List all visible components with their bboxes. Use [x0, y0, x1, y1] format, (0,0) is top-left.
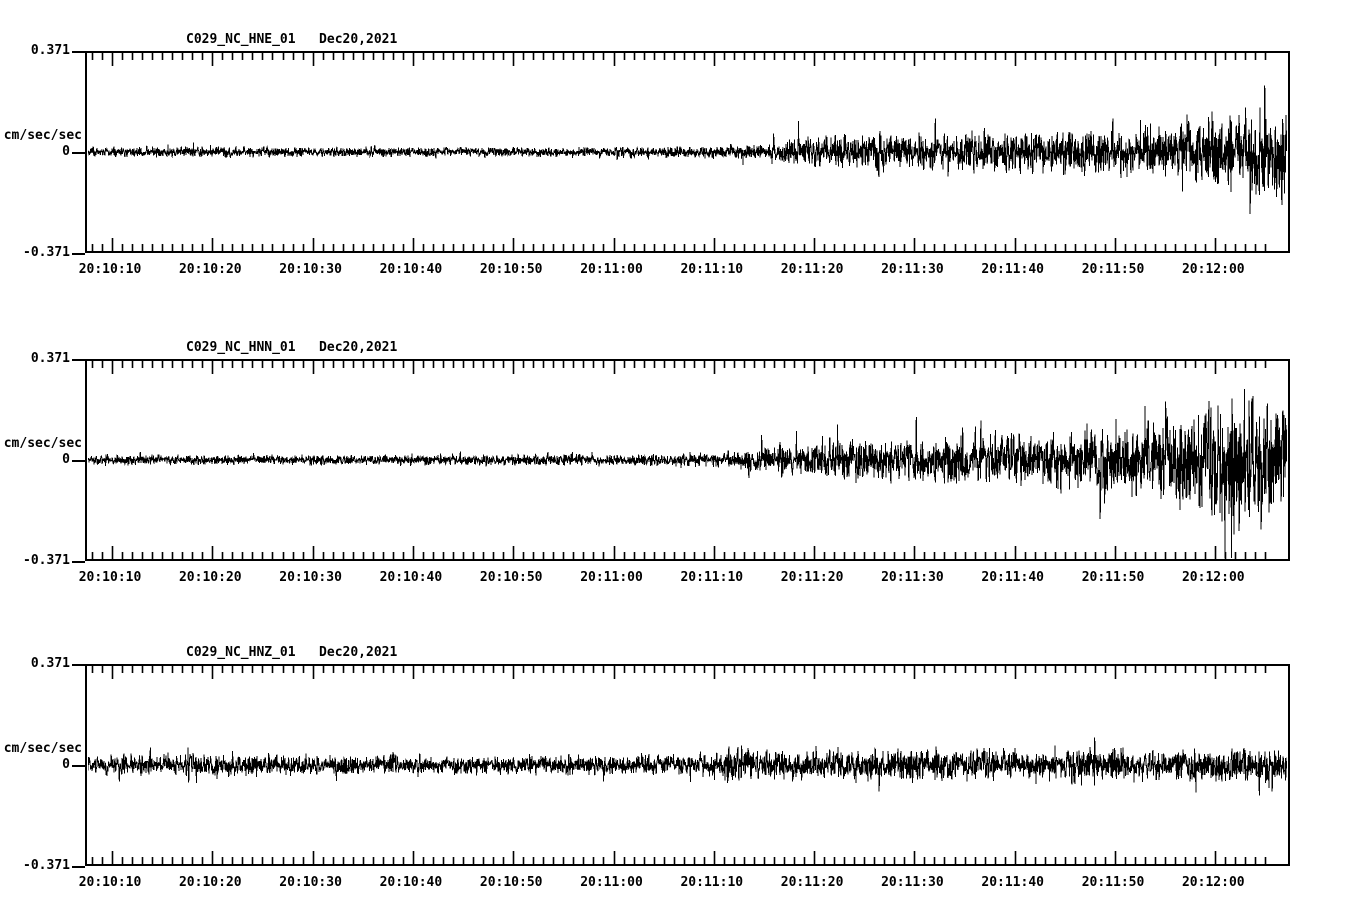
x-tick-label: 20:11:10: [680, 570, 744, 585]
x-tick-label: 20:11:10: [680, 875, 744, 890]
x-tick-label: 20:10:20: [178, 570, 242, 585]
y-tick-label: -0.371: [23, 245, 70, 260]
x-tick-label: 20:11:50: [1081, 570, 1145, 585]
x-tick-label: 20:11:50: [1081, 262, 1145, 277]
x-tick-label: 20:11:50: [1081, 875, 1145, 890]
x-tick-label: 20:11:30: [881, 262, 944, 277]
x-tick-label: 20:11:40: [981, 262, 1044, 277]
panel-title: C029_NC_HNE_01 Dec20,2021: [186, 32, 398, 47]
waveform-trace: [88, 85, 1287, 214]
y-tick-label: 0.371: [30, 656, 70, 671]
x-tick-label: 20:10:50: [479, 570, 543, 585]
x-tick-label: 20:12:00: [1181, 570, 1245, 585]
x-tick-label: 20:11:20: [780, 262, 844, 277]
x-tick-label: 20:10:40: [379, 570, 443, 585]
x-tick-label: 20:11:00: [580, 570, 643, 585]
x-tick-label: 20:10:10: [78, 570, 142, 585]
x-tick-label: 20:10:40: [379, 875, 443, 890]
y-tick-label: 0: [62, 452, 70, 467]
x-tick-label: 20:11:10: [680, 262, 744, 277]
y-tick-label: -0.371: [23, 858, 70, 873]
y-tick-mark: [72, 561, 85, 563]
x-tick-label: 20:11:40: [981, 875, 1044, 890]
y-tick-mark: [72, 359, 85, 361]
x-tick-label: 20:10:10: [78, 875, 142, 890]
x-tick-label: 20:10:10: [78, 262, 142, 277]
y-tick-mark: [72, 460, 85, 462]
x-tick-label: 20:10:30: [279, 570, 342, 585]
y-tick-mark: [72, 765, 85, 767]
x-tick-label: 20:10:30: [279, 262, 342, 277]
y-tick-label: 0: [62, 757, 70, 772]
y-axis-unit-label: cm/sec/sec: [3, 436, 82, 451]
y-tick-mark: [72, 152, 85, 154]
waveform-trace: [88, 388, 1287, 558]
x-tick-label: 20:11:20: [780, 875, 844, 890]
waveform-trace: [88, 737, 1287, 796]
y-tick-label: 0.371: [30, 43, 70, 58]
x-tick-label: 20:10:20: [178, 262, 242, 277]
y-tick-mark: [72, 664, 85, 666]
panel-title: C029_NC_HNZ_01 Dec20,2021: [186, 645, 398, 660]
y-axis-unit-label: cm/sec/sec: [3, 741, 82, 756]
y-tick-mark: [72, 253, 85, 255]
y-tick-label: -0.371: [23, 553, 70, 568]
x-tick-label: 20:10:20: [178, 875, 242, 890]
x-tick-label: 20:11:00: [580, 262, 643, 277]
x-tick-label: 20:10:50: [479, 875, 543, 890]
y-tick-mark: [72, 866, 85, 868]
x-tick-label: 20:11:00: [580, 875, 643, 890]
x-tick-label: 20:11:40: [981, 570, 1044, 585]
x-tick-label: 20:10:50: [479, 262, 543, 277]
x-tick-label: 20:12:00: [1181, 262, 1245, 277]
x-tick-label: 20:12:00: [1181, 875, 1245, 890]
x-tick-label: 20:10:30: [279, 875, 342, 890]
x-tick-label: 20:11:30: [881, 875, 944, 890]
y-tick-mark: [72, 51, 85, 53]
y-tick-label: 0.371: [30, 351, 70, 366]
x-tick-label: 20:11:20: [780, 570, 844, 585]
x-tick-label: 20:11:30: [881, 570, 944, 585]
y-axis-unit-label: cm/sec/sec: [3, 128, 82, 143]
x-tick-label: 20:10:40: [379, 262, 443, 277]
panel-title: C029_NC_HNN_01 Dec20,2021: [186, 340, 398, 355]
y-tick-label: 0: [62, 144, 70, 159]
